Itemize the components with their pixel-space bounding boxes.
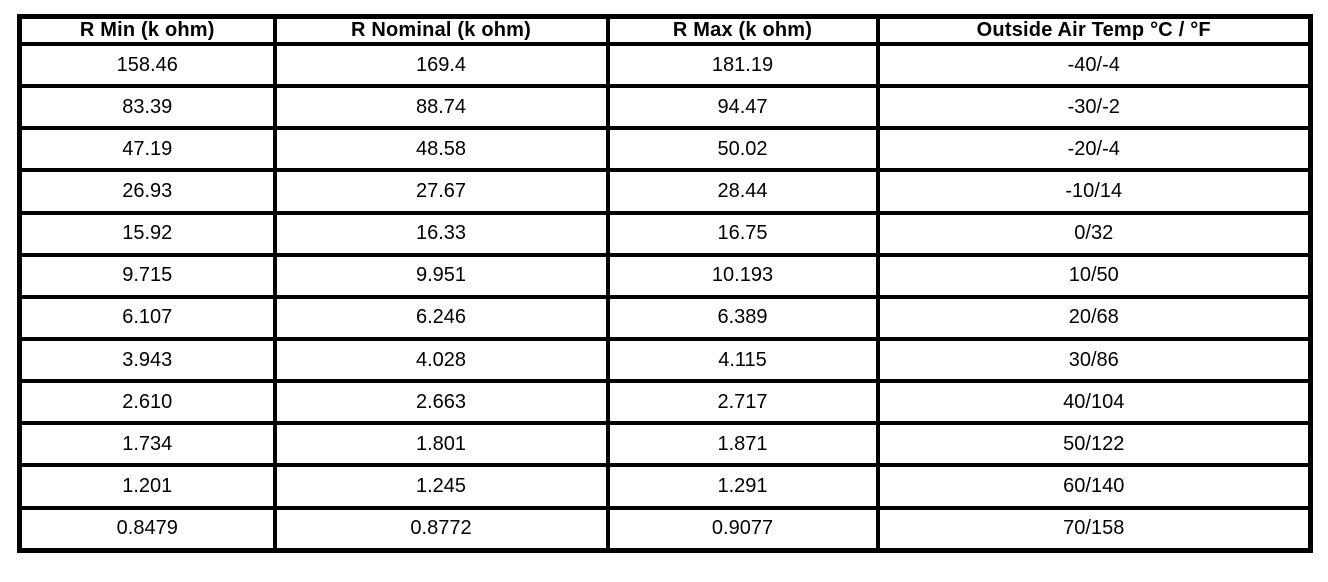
cell-r-min: 1.734: [17, 421, 277, 468]
cell-r-nominal: 27.67: [272, 168, 610, 215]
table-row: 1.734 1.801 1.871 50/122: [17, 421, 1313, 468]
cell-r-nominal: 48.58: [272, 126, 610, 173]
cell-outside-temp: 70/158: [875, 505, 1313, 553]
table-row: 1.201 1.245 1.291 60/140: [17, 463, 1313, 510]
resistance-temperature-table: R Min (k ohm) R Nominal (k ohm) R Max (k…: [17, 14, 1313, 553]
cell-r-max: 6.389: [605, 294, 880, 341]
cell-outside-temp: 10/50: [875, 252, 1313, 299]
cell-r-max: 0.9077: [605, 505, 880, 553]
table-row: 83.39 88.74 94.47 -30/-2: [17, 84, 1313, 131]
cell-r-min: 6.107: [17, 294, 277, 341]
table-body: 158.46 169.4 181.19 -40/-4 83.39 88.74 9…: [17, 41, 1313, 553]
cell-r-min: 83.39: [17, 84, 277, 131]
cell-r-max: 10.193: [605, 252, 880, 299]
table-row: 0.8479 0.8772 0.9077 70/158: [17, 505, 1313, 553]
cell-r-nominal: 0.8772: [272, 505, 610, 553]
cell-r-nominal: 16.33: [272, 210, 610, 257]
cell-outside-temp: 50/122: [875, 421, 1313, 468]
cell-r-min: 3.943: [17, 336, 277, 384]
cell-outside-temp: 60/140: [875, 463, 1313, 510]
cell-r-min: 1.201: [17, 463, 277, 510]
table-header-row: R Min (k ohm) R Nominal (k ohm) R Max (k…: [17, 14, 1313, 46]
cell-r-min: 15.92: [17, 210, 277, 257]
table-row: 3.943 4.028 4.115 30/86: [17, 336, 1313, 384]
cell-r-max: 28.44: [605, 168, 880, 215]
header-r-max: R Max (k ohm): [605, 14, 880, 46]
cell-r-max: 1.291: [605, 463, 880, 510]
cell-r-max: 181.19: [605, 41, 880, 89]
cell-r-nominal: 169.4: [272, 41, 610, 89]
cell-r-min: 26.93: [17, 168, 277, 215]
table-row: 47.19 48.58 50.02 -20/-4: [17, 126, 1313, 173]
header-r-min: R Min (k ohm): [17, 14, 277, 46]
table-row: 2.610 2.663 2.717 40/104: [17, 379, 1313, 426]
cell-r-nominal: 2.663: [272, 379, 610, 426]
cell-r-max: 2.717: [605, 379, 880, 426]
cell-r-min: 47.19: [17, 126, 277, 173]
cell-r-max: 50.02: [605, 126, 880, 173]
cell-r-nominal: 1.245: [272, 463, 610, 510]
cell-outside-temp: -10/14: [875, 168, 1313, 215]
cell-outside-temp: -20/-4: [875, 126, 1313, 173]
cell-outside-temp: 30/86: [875, 336, 1313, 384]
table-row: 158.46 169.4 181.19 -40/-4: [17, 41, 1313, 89]
cell-outside-temp: -30/-2: [875, 84, 1313, 131]
cell-outside-temp: -40/-4: [875, 41, 1313, 89]
cell-outside-temp: 40/104: [875, 379, 1313, 426]
cell-r-nominal: 4.028: [272, 336, 610, 384]
table-row: 6.107 6.246 6.389 20/68: [17, 294, 1313, 341]
cell-r-nominal: 9.951: [272, 252, 610, 299]
cell-outside-temp: 20/68: [875, 294, 1313, 341]
cell-r-min: 0.8479: [17, 505, 277, 553]
cell-r-max: 94.47: [605, 84, 880, 131]
cell-r-nominal: 1.801: [272, 421, 610, 468]
header-outside-temp: Outside Air Temp °C / °F: [875, 14, 1313, 46]
cell-r-min: 158.46: [17, 41, 277, 89]
cell-r-nominal: 6.246: [272, 294, 610, 341]
cell-r-max: 4.115: [605, 336, 880, 384]
cell-outside-temp: 0/32: [875, 210, 1313, 257]
table-row: 9.715 9.951 10.193 10/50: [17, 252, 1313, 299]
cell-r-max: 16.75: [605, 210, 880, 257]
cell-r-min: 9.715: [17, 252, 277, 299]
header-r-nominal: R Nominal (k ohm): [272, 14, 610, 46]
cell-r-max: 1.871: [605, 421, 880, 468]
cell-r-nominal: 88.74: [272, 84, 610, 131]
table-row: 26.93 27.67 28.44 -10/14: [17, 168, 1313, 215]
cell-r-min: 2.610: [17, 379, 277, 426]
table-row: 15.92 16.33 16.75 0/32: [17, 210, 1313, 257]
